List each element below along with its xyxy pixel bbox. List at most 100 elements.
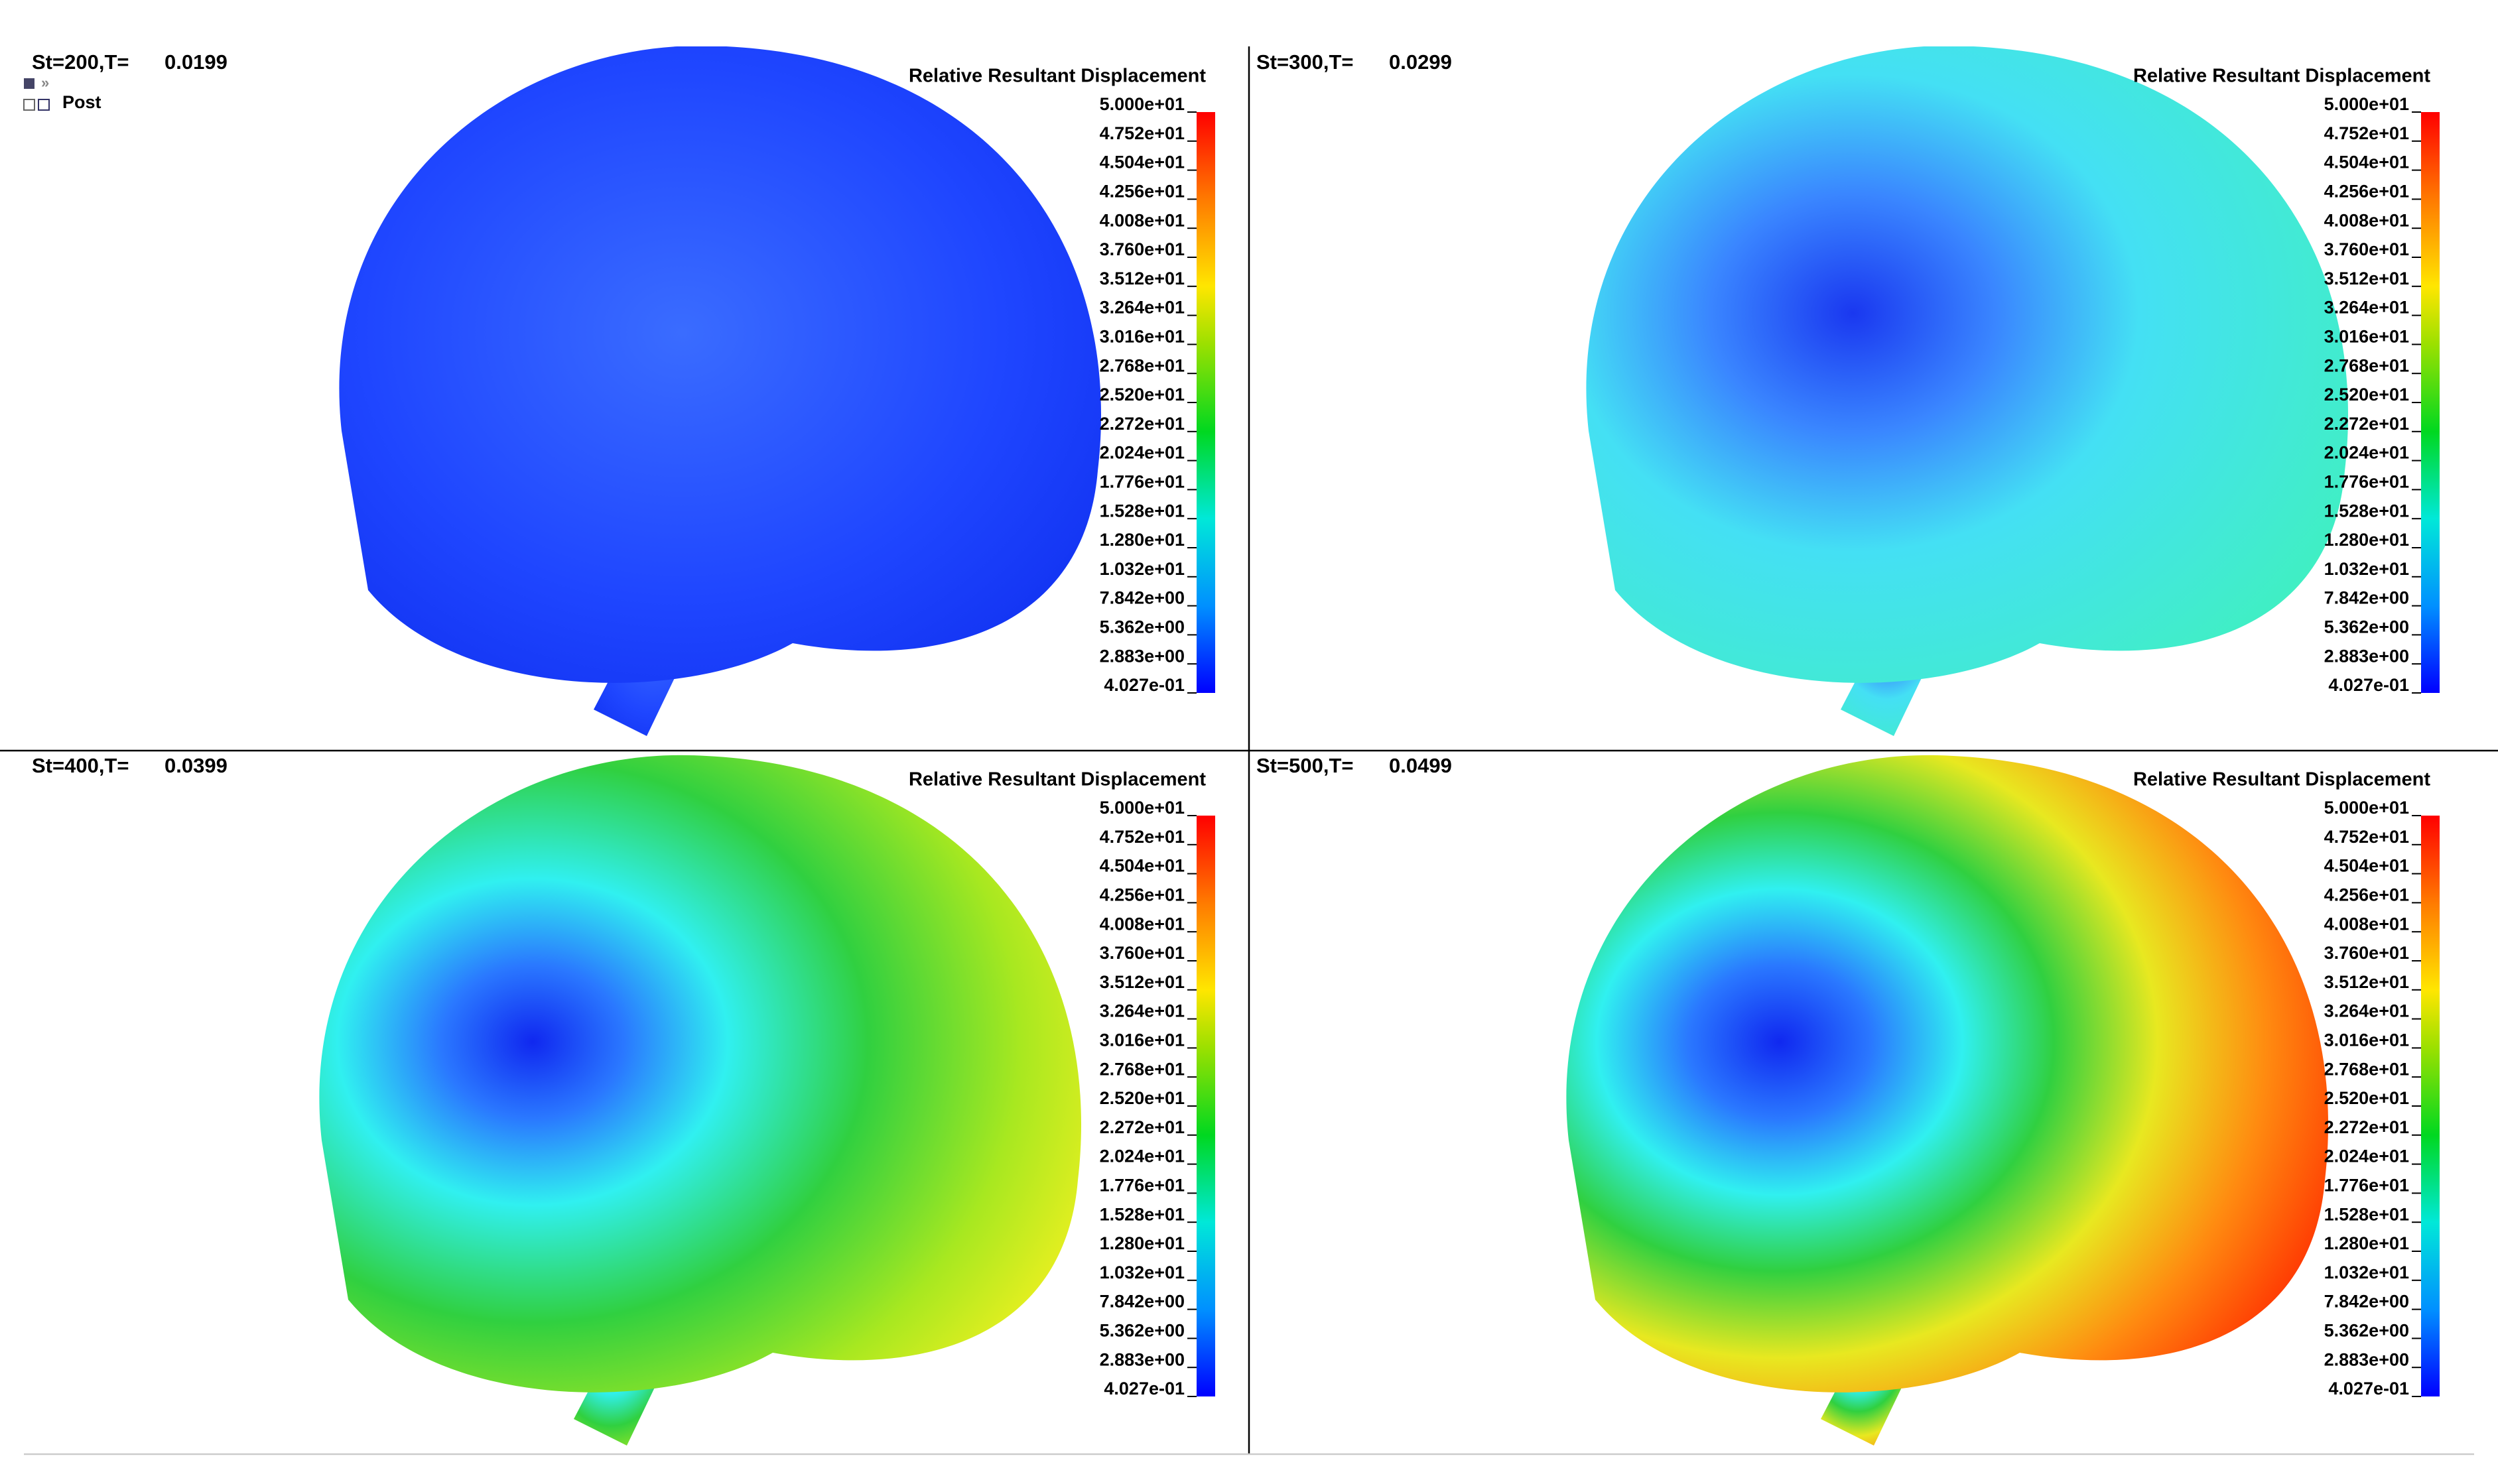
legend-label: 4.008e+01: [1100, 914, 1185, 934]
legend-label: 3.512e+01: [2324, 972, 2409, 992]
legend-label: 3.264e+01: [2324, 298, 2409, 318]
legend-label: 1.280e+01: [2324, 1233, 2409, 1253]
legend-label: 1.032e+01: [2324, 1263, 2409, 1282]
legend-label: 4.752e+01: [2324, 123, 2409, 143]
legend-label: 1.776e+01: [1100, 472, 1185, 492]
legend-label: 3.512e+01: [2324, 269, 2409, 288]
legend-label: 2.272e+01: [1100, 414, 1185, 434]
legend-label: 4.027e-01: [1104, 1379, 1185, 1398]
model: [1566, 755, 2329, 1446]
legend-label: 2.024e+01: [2324, 1146, 2409, 1166]
tree-icon: [24, 78, 34, 89]
legend-label: 4.752e+01: [1100, 827, 1185, 847]
state-label: St=200,T=: [32, 50, 129, 74]
legend-title: Relative Resultant Displacement: [2133, 66, 2430, 87]
legend-label: 1.280e+01: [2324, 530, 2409, 550]
legend-label: 3.016e+01: [2324, 327, 2409, 347]
legend-label: 1.032e+01: [1100, 1263, 1185, 1282]
legend-label: 2.883e+00: [2324, 1349, 2409, 1369]
legend-title: Relative Resultant Displacement: [909, 769, 1206, 790]
legend-label: 4.752e+01: [1100, 123, 1185, 143]
legend-label: 4.256e+01: [2324, 885, 2409, 905]
legend-label: 2.272e+01: [1100, 1117, 1185, 1137]
color-bar: [1197, 816, 1215, 1396]
color-bar: [2421, 816, 2440, 1396]
legend-label: 2.768e+01: [1100, 1059, 1185, 1079]
time-value: 0.0399: [164, 754, 228, 777]
legend-label: 4.008e+01: [2324, 914, 2409, 934]
legend-label: 2.768e+01: [2324, 1059, 2409, 1079]
legend-label: 1.032e+01: [2324, 559, 2409, 579]
legend-label: 1.280e+01: [1100, 530, 1185, 550]
legend-label: 4.256e+01: [1100, 182, 1185, 202]
brain: [319, 755, 1082, 1392]
legend-label: 5.362e+00: [2324, 617, 2409, 637]
tree[interactable]: » Post: [23, 74, 101, 112]
brain: [1586, 46, 2348, 683]
legend-label: 7.842e+00: [2324, 1292, 2409, 1312]
legend-label: 2.520e+01: [2324, 1088, 2409, 1108]
legend-label: 4.504e+01: [1100, 856, 1185, 876]
legend-label: 4.008e+01: [2324, 210, 2409, 230]
legend-label: 2.024e+01: [1100, 443, 1185, 463]
legend-label: 2.024e+01: [1100, 1146, 1185, 1166]
legend-label: 5.362e+00: [2324, 1321, 2409, 1341]
legend-label: 1.528e+01: [1100, 501, 1185, 521]
tree-checkbox[interactable]: [38, 99, 50, 111]
legend-label: 3.760e+01: [2324, 943, 2409, 963]
state-label: St=400,T=: [32, 754, 129, 777]
legend-label: 1.280e+01: [1100, 1233, 1185, 1253]
legend-label: 2.024e+01: [2324, 443, 2409, 463]
time-value: 0.0499: [1389, 754, 1452, 777]
panel: St=200,T= 0.0199 Relative Resultant Displa…: [32, 46, 1215, 736]
legend-label: 4.027e-01: [1104, 675, 1185, 695]
legend-label: 4.256e+01: [2324, 182, 2409, 202]
legend-label: 2.768e+01: [1100, 355, 1185, 375]
legend-label: 1.032e+01: [1100, 559, 1185, 579]
brain: [339, 46, 1101, 683]
legend-label: 5.362e+00: [1100, 1321, 1185, 1341]
legend-label: 3.264e+01: [1100, 1001, 1185, 1021]
color-bar: [1197, 112, 1215, 693]
legend-title: Relative Resultant Displacement: [2133, 769, 2430, 790]
time-value: 0.0199: [164, 50, 228, 74]
tree-arrow: »: [41, 74, 49, 91]
legend-label: 5.000e+01: [1100, 94, 1185, 114]
legend-label: 2.520e+01: [2324, 385, 2409, 404]
legend-label: 1.776e+01: [2324, 472, 2409, 492]
legend-label: 4.008e+01: [1100, 210, 1185, 230]
legend-label: 3.512e+01: [1100, 269, 1185, 288]
model: [1586, 46, 2348, 736]
legend-label: 3.016e+01: [1100, 1030, 1185, 1050]
legend-label: 3.016e+01: [2324, 1030, 2409, 1050]
legend-label: 2.272e+01: [2324, 1117, 2409, 1137]
legend-label: 3.264e+01: [1100, 298, 1185, 318]
legend-label: 5.000e+01: [1100, 798, 1185, 818]
legend-label: 5.000e+01: [2324, 798, 2409, 818]
tree-expand[interactable]: [23, 99, 35, 111]
legend-label: 1.776e+01: [1100, 1176, 1185, 1196]
legend-label: 2.520e+01: [1100, 1088, 1185, 1108]
legend-label: 1.528e+01: [2324, 1204, 2409, 1224]
legend-label: 1.528e+01: [2324, 501, 2409, 521]
legend-title: Relative Resultant Displacement: [909, 66, 1206, 87]
legend-label: 4.027e-01: [2328, 1379, 2409, 1398]
legend-label: 3.512e+01: [1100, 972, 1185, 992]
state-label: St=300,T=: [1256, 50, 1353, 74]
legend-label: 7.842e+00: [1100, 1292, 1185, 1312]
legend-label: 2.883e+00: [2324, 646, 2409, 666]
legend-label: 2.883e+00: [1100, 1349, 1185, 1369]
tree-item[interactable]: Post: [62, 92, 101, 112]
panel: St=500,T= 0.0499 Relative Resultant Displa…: [1256, 754, 2440, 1446]
legend-label: 3.264e+01: [2324, 1001, 2409, 1021]
legend-label: 1.776e+01: [2324, 1176, 2409, 1196]
panel: St=400,T= 0.0399 Relative Resultant Displa…: [32, 754, 1215, 1446]
legend-label: 3.016e+01: [1100, 327, 1185, 347]
legend-label: 7.842e+00: [2324, 588, 2409, 608]
legend-label: 4.256e+01: [1100, 885, 1185, 905]
brain: [1566, 755, 2329, 1392]
legend-label: 4.027e-01: [2328, 675, 2409, 695]
legend-label: 5.000e+01: [2324, 94, 2409, 114]
model: [339, 46, 1101, 736]
